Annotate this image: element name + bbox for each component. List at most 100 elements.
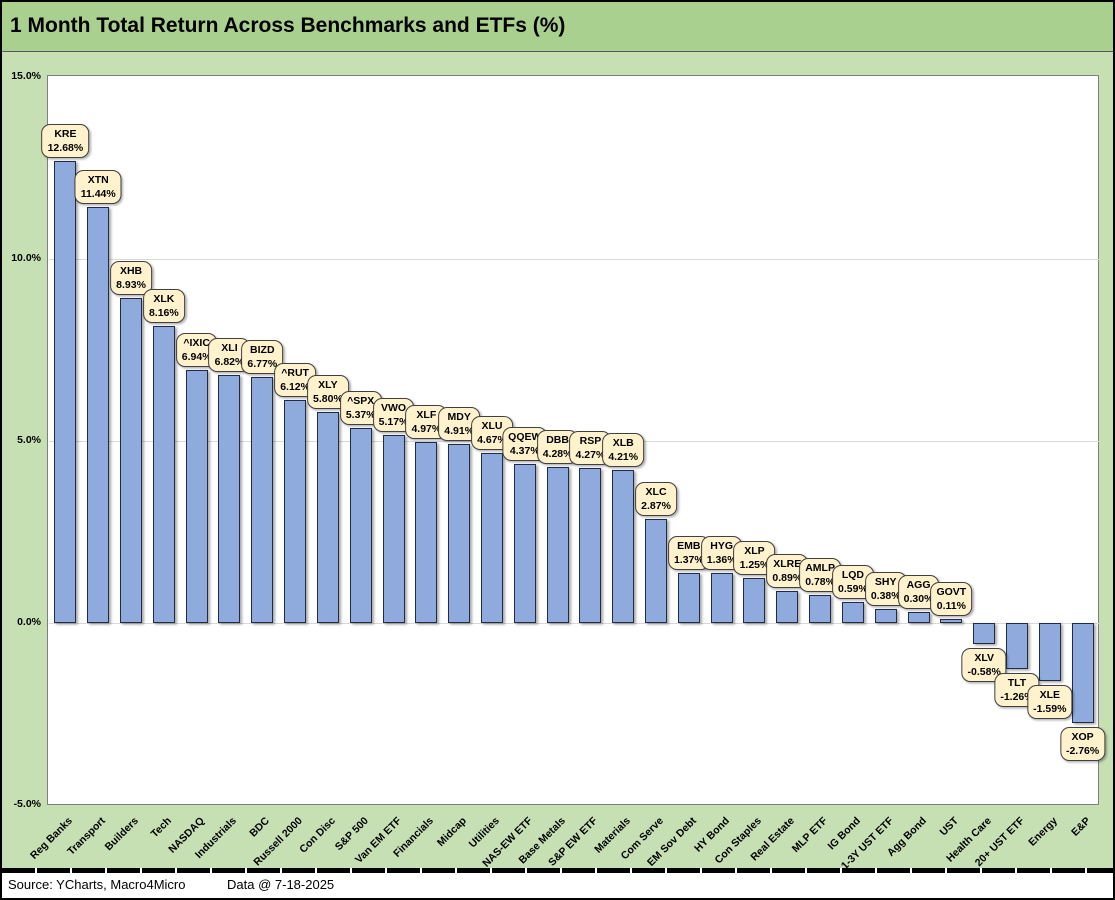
data-label: BIZD 6.77% [241, 339, 284, 374]
bar [284, 400, 307, 623]
gridline [49, 259, 1099, 260]
data-label: XLK 8.16% [142, 288, 185, 323]
data-label-value: 0.59% [838, 582, 868, 595]
bar [743, 577, 766, 623]
bar [513, 463, 536, 623]
bar [645, 518, 668, 623]
data-label-ticker: XLB [612, 436, 634, 449]
bar [415, 442, 438, 623]
bar [677, 573, 700, 623]
data-label-ticker: AMLP [805, 561, 835, 574]
data-label-value: 0.78% [805, 575, 835, 588]
data-label-ticker: TLT [1007, 676, 1027, 689]
bar [809, 594, 832, 623]
bar [841, 601, 864, 623]
y-axis-tick-label: 5.0% [17, 434, 41, 446]
data-label-ticker: QQEW [508, 430, 542, 443]
bar [316, 411, 339, 623]
bar [152, 325, 175, 623]
data-label: XLC 2.87% [635, 481, 677, 516]
data-label-value: 6.12% [280, 381, 310, 394]
data-label: KRE 12.68% [41, 124, 90, 159]
data-label-value: 4.28% [542, 448, 573, 461]
data-label-ticker: XLV [974, 652, 994, 665]
data-label-value: -1.26% [1000, 690, 1034, 703]
data-label-ticker: XLRE [773, 557, 802, 570]
y-axis-tick-label: 10.0% [11, 252, 41, 264]
data-label: XLB 4.21% [602, 432, 645, 467]
data-label-ticker: LQD [841, 568, 864, 581]
data-label-ticker: ^SPX [347, 394, 375, 407]
data-label-ticker: XLP [744, 544, 765, 557]
data-label-value: 5.80% [313, 392, 343, 405]
data-label-value: 6.82% [214, 355, 245, 368]
data-label: XOP -2.76% [1059, 727, 1106, 762]
bar [382, 434, 405, 623]
bar [185, 370, 208, 623]
bar [87, 206, 110, 623]
bar [1038, 623, 1061, 681]
data-label-ticker: VWO [380, 401, 407, 414]
data-label-value: 4.27% [575, 448, 606, 461]
bar [546, 467, 569, 623]
data-label-ticker: GOVT [936, 585, 967, 598]
data-label-value: 0.38% [870, 590, 901, 603]
bar [218, 374, 241, 623]
bar [907, 612, 930, 623]
data-label-value: 6.94% [181, 351, 212, 364]
data-label-ticker: ^RUT [281, 367, 309, 380]
data-label-ticker: XLE [1039, 688, 1060, 701]
data-label: XLE -1.59% [1027, 684, 1073, 719]
data-label-ticker: MDY [447, 411, 471, 424]
data-label-value: -2.76% [1065, 745, 1100, 758]
bar [874, 609, 897, 623]
data-label-value: 5.37% [345, 408, 376, 421]
data-label: GOVT 0.11% [930, 581, 973, 616]
data-label: XTN 11.44% [74, 169, 122, 204]
data-label-value: 4.21% [608, 450, 639, 463]
data-label-ticker: DBB [546, 434, 569, 447]
data-label-ticker: XLI [221, 341, 238, 354]
data-label-ticker: XLC [645, 485, 667, 498]
data-label-ticker: XTN [87, 173, 109, 186]
bar [54, 161, 77, 623]
data-label-value: 4.91% [444, 425, 475, 438]
data-label-ticker: XHB [119, 264, 143, 277]
data-label-ticker: XLK [153, 292, 175, 305]
bar [612, 469, 635, 623]
data-label-value: 4.67% [477, 434, 507, 446]
data-label-ticker: KRE [54, 128, 77, 141]
data-label-ticker: SHY [874, 576, 897, 589]
data-label-value: 8.93% [116, 278, 146, 291]
footer-divider [2, 868, 1113, 873]
bar [579, 467, 602, 623]
data-label-ticker: RSP [579, 434, 602, 447]
data-label-value: 2.87% [641, 499, 671, 512]
bar [940, 618, 963, 623]
data-label-value: 0.30% [903, 593, 934, 606]
data-label: XLV -0.58% [961, 648, 1007, 683]
bar [251, 376, 274, 623]
y-axis-tick-label: -5.0% [13, 798, 41, 810]
data-date-text: Data @ 7-18-2025 [227, 877, 335, 892]
chart-title: 1 Month Total Return Across Benchmarks a… [10, 14, 566, 37]
data-label-ticker: XLU [481, 420, 503, 432]
data-label-value: 4.37% [509, 444, 540, 457]
data-label-value: -1.59% [1033, 702, 1067, 715]
chart-title-bar: 1 Month Total Return Across Benchmarks a… [2, 2, 1113, 52]
data-label-value: 1.37% [673, 554, 704, 567]
data-label-value: 0.11% [936, 599, 966, 612]
bar [120, 297, 143, 623]
data-label-ticker: ^IXIC [183, 337, 210, 350]
bar [448, 444, 471, 623]
data-label-value: 8.16% [148, 306, 179, 319]
bar [480, 453, 503, 623]
data-label-value: 5.17% [378, 415, 409, 428]
data-label-value: 6.77% [247, 357, 278, 370]
data-label-value: -0.58% [967, 666, 1001, 679]
bar [349, 427, 372, 623]
data-label-value: 1.25% [739, 558, 770, 571]
bar [973, 623, 996, 645]
data-label-ticker: AGG [906, 579, 931, 592]
